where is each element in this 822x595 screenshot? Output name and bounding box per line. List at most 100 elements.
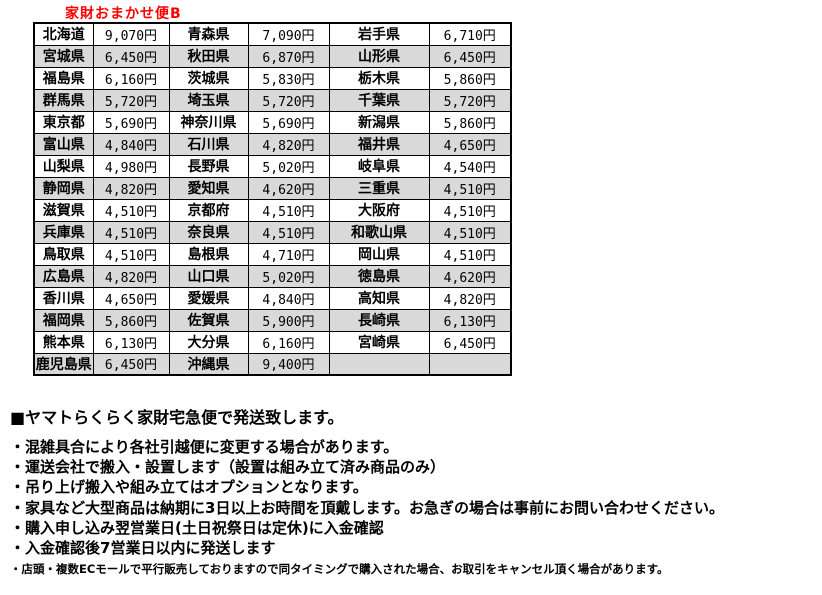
prefecture-cell: 神奈川県 [168, 110, 249, 134]
price-cell: 5,720円 [92, 88, 170, 112]
price-cell: 4,510円 [247, 198, 330, 222]
table-row: 滋賀県 4,510円 京都府 4,510円 大阪府 4,510円 [33, 198, 512, 222]
prefecture-cell: 宮崎県 [328, 330, 430, 354]
price-cell: 5,690円 [247, 110, 330, 134]
price-cell: 4,510円 [92, 198, 170, 222]
notes-list: ・混雑具合により各社引越便に変更する場合があります。 ・運送会社で搬入・設置しま… [10, 437, 815, 558]
prefecture-cell: 兵庫県 [33, 220, 94, 244]
prefecture-cell: 奈良県 [168, 220, 249, 244]
price-cell: 4,540円 [428, 154, 512, 178]
prefecture-cell: 岐阜県 [328, 154, 430, 178]
prefecture-cell [328, 352, 430, 376]
prefecture-cell: 高知県 [328, 286, 430, 310]
prefecture-cell: 佐賀県 [168, 308, 249, 332]
fee-table-body: 北海道 9,070円 青森県 7,090円 岩手県 6,710円 宮城県 6,450円 秋田県 6… [33, 22, 512, 376]
price-cell: 6,130円 [92, 330, 170, 354]
price-cell [428, 352, 512, 376]
prefecture-cell: 沖縄県 [168, 352, 249, 376]
price-cell: 6,710円 [428, 22, 512, 46]
prefecture-cell: 千葉県 [328, 88, 430, 112]
price-cell: 4,820円 [92, 264, 170, 288]
price-cell: 5,900円 [247, 308, 330, 332]
prefecture-cell: 福井県 [328, 132, 430, 156]
prefecture-cell: 熊本県 [33, 330, 94, 354]
price-cell: 4,840円 [247, 286, 330, 310]
prefecture-cell: 青森県 [168, 22, 249, 46]
price-cell: 4,820円 [428, 286, 512, 310]
note-item: ・家具など大型商品は納期に3日以上お時間を頂戴します。お急ぎの場合は事前にお問い… [10, 498, 724, 517]
note-item: ・入金確認後7営業日以内に発送します [10, 539, 276, 558]
price-cell: 4,510円 [428, 220, 512, 244]
prefecture-cell: 鳥取県 [33, 242, 94, 266]
table-row: 東京都 5,690円 神奈川県 5,690円 新潟県 5,860円 [33, 110, 512, 134]
note-item: ・混雑具合により各社引越便に変更する場合があります。 [10, 438, 399, 456]
prefecture-cell: 山形県 [328, 44, 430, 68]
table-row: 香川県 4,650円 愛媛県 4,840円 高知県 4,820円 [33, 286, 512, 310]
price-cell: 5,720円 [247, 88, 330, 112]
prefecture-cell: 東京都 [33, 110, 94, 134]
table-row: 福岡県 5,860円 佐賀県 5,900円 長崎県 6,130円 [33, 308, 512, 332]
page-title: 家財おまかせ便B [65, 6, 182, 22]
price-cell: 6,160円 [247, 330, 330, 354]
price-cell: 4,840円 [92, 132, 170, 156]
table-row: 鹿児島県 6,450円 沖縄県 9,400円 [33, 352, 512, 376]
price-cell: 4,820円 [92, 176, 170, 200]
price-cell: 5,860円 [428, 66, 512, 90]
price-cell: 4,510円 [92, 242, 170, 266]
prefecture-cell: 山口県 [168, 264, 249, 288]
price-cell: 5,830円 [247, 66, 330, 90]
price-cell: 4,510円 [247, 220, 330, 244]
prefecture-cell: 富山県 [33, 132, 94, 156]
prefecture-cell: 鹿児島県 [33, 352, 94, 376]
table-row: 鳥取県 4,510円 島根県 4,710円 岡山県 4,510円 [33, 242, 512, 266]
note-item: ・購入申し込み翌営業日(土日祝祭日は定休)に入金確認 [10, 518, 384, 537]
prefecture-cell: 岡山県 [328, 242, 430, 266]
price-cell: 5,020円 [247, 154, 330, 178]
table-row: 山梨県 4,980円 長野県 5,020円 岐阜県 4,540円 [33, 154, 512, 178]
price-cell: 6,160円 [92, 66, 170, 90]
price-cell: 6,450円 [92, 44, 170, 68]
prefecture-cell: 愛媛県 [168, 286, 249, 310]
prefecture-cell: 香川県 [33, 286, 94, 310]
price-cell: 6,130円 [428, 308, 512, 332]
table-row: 北海道 9,070円 青森県 7,090円 岩手県 6,710円 [33, 22, 512, 46]
prefecture-cell: 大分県 [168, 330, 249, 354]
table-row: 富山県 4,840円 石川県 4,820円 福井県 4,650円 [33, 132, 512, 156]
shipping-notes: ■ヤマトらくらく家財宅急便で発送致します。 ・混雑具合により各社引越便に変更する… [10, 407, 815, 577]
price-cell: 5,020円 [247, 264, 330, 288]
prefecture-cell: 愛知県 [168, 176, 249, 200]
prefecture-cell: 新潟県 [328, 110, 430, 134]
prefecture-cell: 徳島県 [328, 264, 430, 288]
notes-heading: ■ヤマトらくらく家財宅急便で発送致します。 [10, 408, 344, 427]
price-cell: 5,860円 [92, 308, 170, 332]
prefecture-cell: 石川県 [168, 132, 249, 156]
price-cell: 4,510円 [428, 198, 512, 222]
price-cell: 4,510円 [428, 242, 512, 266]
table-row: 群馬県 5,720円 埼玉県 5,720円 千葉県 5,720円 [33, 88, 512, 112]
price-cell: 6,870円 [247, 44, 330, 68]
price-cell: 4,620円 [428, 264, 512, 288]
price-cell: 4,710円 [247, 242, 330, 266]
price-cell: 4,620円 [247, 176, 330, 200]
price-cell: 4,820円 [247, 132, 330, 156]
price-cell: 9,070円 [92, 22, 170, 46]
prefecture-cell: 岩手県 [328, 22, 430, 46]
prefecture-cell: 三重県 [328, 176, 430, 200]
prefecture-cell: 滋賀県 [33, 198, 94, 222]
price-cell: 5,690円 [92, 110, 170, 134]
fee-table: 北海道 9,070円 青森県 7,090円 岩手県 6,710円 宮城県 6,450円 秋田県 6… [33, 22, 512, 376]
table-row: 静岡県 4,820円 愛知県 4,620円 三重県 4,510円 [33, 176, 512, 200]
prefecture-cell: 北海道 [33, 22, 94, 46]
price-cell: 4,980円 [92, 154, 170, 178]
prefecture-cell: 広島県 [33, 264, 94, 288]
price-cell: 4,650円 [428, 132, 512, 156]
note-item: ・吊り上げ搬入や組み立てはオプションとなります。 [10, 478, 368, 497]
prefecture-cell: 静岡県 [33, 176, 94, 200]
prefecture-cell: 福島県 [33, 66, 94, 90]
price-cell: 7,090円 [247, 22, 330, 46]
price-cell: 6,450円 [92, 352, 170, 376]
price-cell: 4,510円 [428, 176, 512, 200]
prefecture-cell: 福岡県 [33, 308, 94, 332]
price-cell: 6,450円 [428, 330, 512, 354]
